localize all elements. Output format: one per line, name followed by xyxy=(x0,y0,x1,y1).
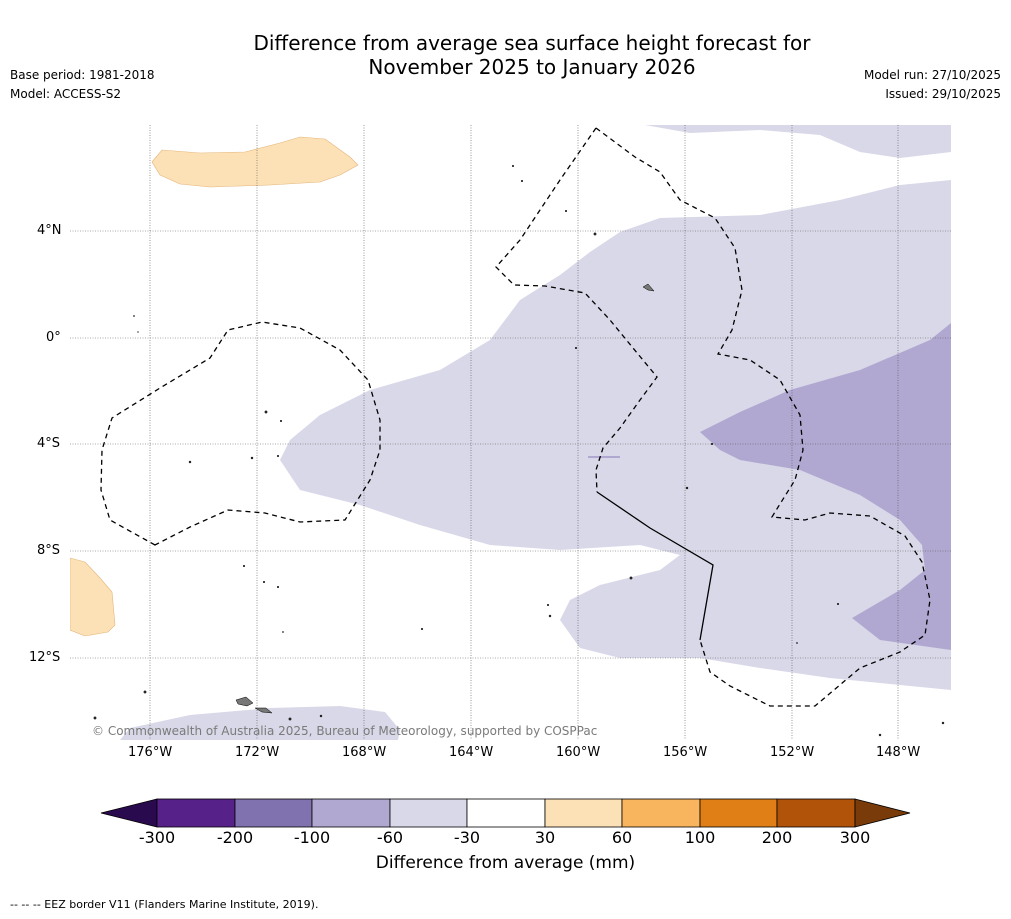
colorbar-swatch xyxy=(544,798,623,828)
island-dot xyxy=(546,603,550,607)
eez-border-solid xyxy=(596,491,714,641)
island-dot xyxy=(279,419,283,423)
colorbar-swatch xyxy=(621,798,701,828)
island-dot xyxy=(133,315,135,317)
island-dot xyxy=(420,627,424,631)
issued-date: Issued: 29/10/2025 xyxy=(885,87,1001,101)
colorbar-tick: -100 xyxy=(293,828,331,847)
island-dot xyxy=(511,164,515,168)
anomaly-region-minus30-south xyxy=(120,706,400,740)
colorbar-tick: 30 xyxy=(534,828,556,847)
lat-label: 4°S xyxy=(37,436,61,451)
island-dot xyxy=(548,614,552,618)
island-dot xyxy=(143,690,147,694)
anomaly-region-plus30-north xyxy=(151,136,359,188)
island-savaii xyxy=(254,707,273,714)
colorbar-swatch xyxy=(466,798,546,828)
lat-label: 0° xyxy=(46,330,61,345)
lon-label: 156°W xyxy=(663,745,708,760)
colorbar xyxy=(100,798,911,828)
colorbar-title: Difference from average (mm) xyxy=(375,853,636,873)
island-dot xyxy=(564,209,568,213)
eez-footnote: -- -- -- EEZ border V11 (Flanders Marine… xyxy=(10,898,319,911)
island-kiritimati xyxy=(642,283,655,292)
colorbar-swatch xyxy=(776,798,856,828)
eez-border-line-islands xyxy=(495,127,658,493)
eez-border-kiribati xyxy=(595,127,931,707)
model-name: Model: ACCESS-S2 xyxy=(10,87,122,101)
island-dot xyxy=(250,456,254,460)
island-dot xyxy=(93,716,97,720)
anomaly-region-plus30-west xyxy=(70,557,116,637)
island-dot xyxy=(262,580,266,584)
anomaly-region-minus60-small xyxy=(588,456,620,458)
colorbar-tick: 300 xyxy=(839,828,871,847)
lat-label: 12°S xyxy=(29,650,61,665)
colorbar-tick: -300 xyxy=(138,828,176,847)
colorbar-swatch xyxy=(389,798,468,828)
title-line-1: Difference from average sea surface heig… xyxy=(253,31,811,55)
meta-right: Model run: 27/10/2025 Issued: 29/10/2025 xyxy=(864,66,1001,104)
island-dot xyxy=(137,331,139,333)
island-dot xyxy=(593,232,597,236)
island-dot xyxy=(319,714,323,718)
colorbar-swatch xyxy=(311,798,391,828)
island-dot xyxy=(685,486,689,490)
lon-label: 148°W xyxy=(876,745,921,760)
lon-label: 164°W xyxy=(449,745,494,760)
island-dot xyxy=(878,733,882,737)
island-dot xyxy=(188,460,192,464)
island-dot xyxy=(941,721,945,725)
colorbar-swatch xyxy=(156,798,236,828)
island-upolu xyxy=(235,696,254,707)
colorbar-tick: 100 xyxy=(684,828,716,847)
lat-label: 4°N xyxy=(37,223,62,238)
island-dot xyxy=(282,631,284,633)
island-dot xyxy=(288,717,292,721)
anomaly-region-minus30-north xyxy=(645,125,951,158)
lon-label: 176°W xyxy=(128,745,173,760)
meta-left: Base period: 1981-2018 Model: ACCESS-S2 xyxy=(10,66,155,104)
island-dot xyxy=(629,576,633,580)
islands xyxy=(93,164,945,737)
anomaly-region-minus30-main xyxy=(280,180,951,690)
colorbar-swatch xyxy=(699,798,778,828)
model-run: Model run: 27/10/2025 xyxy=(863,68,1001,82)
lat-label: 8°S xyxy=(37,543,61,558)
island-dot xyxy=(710,442,714,446)
island-dot xyxy=(796,642,798,644)
colorbar-tick: -200 xyxy=(216,828,254,847)
island-dot xyxy=(836,602,840,606)
lon-label: 152°W xyxy=(770,745,815,760)
colorbar-extend-high xyxy=(854,798,911,828)
colorbar-tick: 60 xyxy=(611,828,633,847)
colorbar-tick: 200 xyxy=(761,828,793,847)
island-dot xyxy=(264,410,268,414)
lon-label: 160°W xyxy=(556,745,601,760)
colorbar-tick: -60 xyxy=(376,828,404,847)
colorbar-swatch xyxy=(234,798,313,828)
island-dot xyxy=(574,346,578,350)
island-dot xyxy=(242,564,246,568)
base-period: Base period: 1981-2018 xyxy=(10,68,155,82)
island-dot xyxy=(276,585,280,589)
colorbar-extend-low xyxy=(100,798,158,828)
island-dot xyxy=(276,454,280,458)
island-dot xyxy=(520,179,524,183)
eez-border-tokelau xyxy=(100,321,381,546)
lon-label: 168°W xyxy=(342,745,387,760)
colorbar-tick: -30 xyxy=(453,828,481,847)
map-area xyxy=(70,125,951,740)
copyright-notice: © Commonwealth of Australia 2025, Bureau… xyxy=(92,724,598,738)
graticule xyxy=(70,125,951,740)
map-title: Difference from average sea surface heig… xyxy=(0,31,1011,79)
anomaly-region-minus60 xyxy=(700,323,951,650)
title-line-2: November 2025 to January 2026 xyxy=(368,55,696,79)
eez-borders xyxy=(100,127,931,707)
lon-label: 172°W xyxy=(235,745,280,760)
